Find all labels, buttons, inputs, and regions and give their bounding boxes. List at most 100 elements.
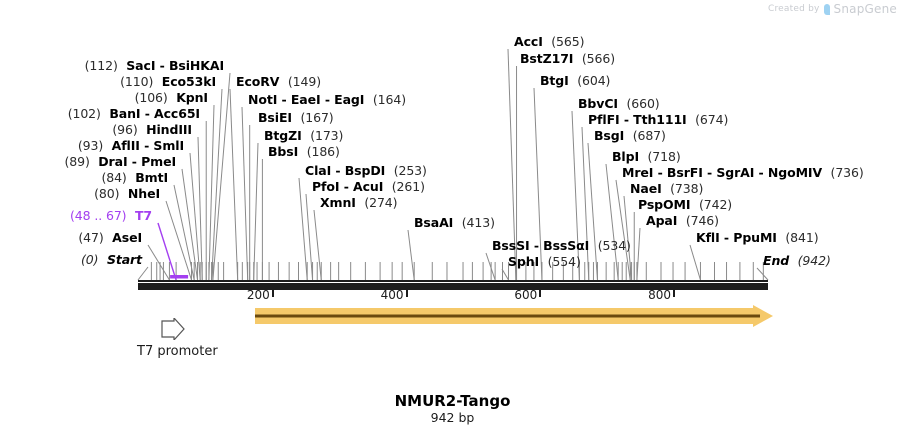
enzyme-position: (80) [94,186,120,201]
enzyme-position: (93) [77,138,104,153]
enzyme-label-blpi[interactable]: BlpI (718) [612,149,681,164]
enzyme-names: BsaAI [414,215,454,230]
enzyme-label-kfli-ppumi[interactable]: KflI - PpuMI (841) [696,230,819,245]
enzyme-label-kpni[interactable]: (106) KpnI [134,90,209,105]
enzyme-position: (738) [670,181,704,196]
enzyme-label-bsssi-bsssai[interactable]: BssSI - BssSαI (534) [492,238,631,253]
enzyme-names: NaeI [630,181,662,196]
ruler-label-800: 800 [648,288,672,302]
enzyme-label-noti-eaei-eagi[interactable]: NotI - EaeI - EagI (164) [248,92,406,107]
enzyme-position: (253) [393,163,427,178]
leader-line-aflii-smli [189,152,201,281]
enzyme-label-clai-bspdi[interactable]: ClaI - BspDI (253) [305,163,427,178]
enzyme-label-mrei-bsrfi-sgrai-ngomiv[interactable]: MreI - BsrFI - SgrAI - NgoMIV (736) [622,165,864,180]
enzyme-label-apai[interactable]: ApaI (746) [646,213,719,228]
plasmid-size: 942 bp [430,410,475,425]
enzyme-label-bani-acc65i[interactable]: (102) BanI - Acc65I [68,106,200,121]
enzyme-names: BbsI [268,144,299,159]
leader-line-naei [623,195,633,281]
enzyme-names: PfoI - AcuI [312,179,384,194]
enzyme-names: Eco53kI [161,74,216,89]
ruler-label-200: 200 [246,288,270,302]
enzyme-label-naei[interactable]: NaeI (738) [630,181,703,196]
enzyme-label-pfoi-acui[interactable]: PfoI - AcuI (261) [312,179,425,194]
enzyme-label-t7[interactable]: (48 .. 67) T7 [70,208,152,223]
enzyme-label-bsaai[interactable]: BsaAI (413) [414,215,495,230]
leader-line-pfoi-acui [305,193,314,281]
leader-line-clai-bspdi [298,177,308,281]
enzyme-label-btgzi[interactable]: BtgZI (173) [264,128,343,143]
enzyme-label-bbsi[interactable]: BbsI (186) [268,144,340,159]
enzyme-names: KflI - PpuMI [696,230,777,245]
leader-line-bbvci [571,110,580,281]
enzyme-label-asei[interactable]: (47) AseI [78,230,142,245]
orf-feature-arrow[interactable] [255,305,775,327]
enzyme-label-pflfi-tth111i[interactable]: PflFI - Tth111I (674) [588,112,728,127]
enzyme-position: (674) [695,112,729,127]
enzyme-position: (149) [287,74,321,89]
enzyme-position: (565) [551,34,585,49]
enzyme-position: (687) [632,128,666,143]
leader-line-btgi [533,87,543,281]
enzyme-label-end[interactable]: End (942) [763,253,831,268]
plasmid-name: NMUR2-Tango [394,392,511,410]
enzyme-names: AflII - SmlI [111,138,184,153]
enzyme-names: AseI [112,230,142,245]
snapgene-watermark: Created by SnapGene [768,2,897,16]
leader-line-sphi [501,268,509,281]
enzyme-position: (746) [685,213,719,228]
ruler-label-600: 600 [514,288,538,302]
enzyme-label-acci[interactable]: AccI (565) [514,34,584,49]
enzyme-label-aflii-smli[interactable]: (93) AflII - SmlI [78,138,184,153]
enzyme-position: (554) [547,254,581,269]
enzyme-position: (164) [372,92,406,107]
enzyme-position: (566) [581,51,615,66]
leader-line-blpi [605,163,619,281]
enzyme-label-saci-bsihkai[interactable]: (112) SacI - BsiHKAI [85,58,224,73]
enzyme-names: KpnI [176,90,208,105]
enzyme-position: (274) [364,195,398,210]
enzyme-position: (102) [67,106,101,121]
enzyme-label-start[interactable]: (0) Start [81,252,142,267]
enzyme-position: (413) [461,215,495,230]
enzyme-label-bsgi[interactable]: BsgI (687) [594,128,666,143]
leader-line-noti-eaei-eagi [241,106,249,281]
leader-line-end [756,267,769,281]
enzyme-label-ecorv[interactable]: EcoRV (149) [236,74,321,89]
enzyme-position: (106) [134,90,168,105]
leader-line-t7 [157,222,177,281]
enzyme-position: (84) [101,170,127,185]
leader-line-acci [507,48,517,281]
enzyme-label-drai-pmei[interactable]: (89) DraI - PmeI [64,154,176,169]
leader-line-eco53ki [211,88,223,281]
t7-promoter-feature-bar[interactable] [170,275,189,279]
t7-promoter-arrow-icon[interactable] [160,318,186,340]
enzyme-label-btgi[interactable]: BtgI (604) [540,73,610,88]
enzyme-label-pspomi[interactable]: PspOMI (742) [638,197,732,212]
enzyme-names: BlpI [612,149,640,164]
enzyme-position: (48 .. 67) [69,208,127,223]
enzyme-label-bmti[interactable]: (84) BmtI [101,170,168,185]
enzyme-label-bsiei[interactable]: BsiEI (167) [258,110,334,125]
enzyme-names: T7 [134,208,152,223]
watermark-brand: SnapGene [833,2,897,16]
leader-line-ecorv [229,88,239,281]
enzyme-names: ApaI [646,213,678,228]
enzyme-label-eco53ki[interactable]: (110) Eco53kI [120,74,216,89]
enzyme-names: XmnI [320,195,356,210]
enzyme-position: (173) [310,128,344,143]
enzyme-label-bbvci[interactable]: BbvCI (660) [578,96,660,111]
ruler-label-400: 400 [380,288,404,302]
enzyme-names: DraI - PmeI [98,154,176,169]
enzyme-label-sphi[interactable]: SphI (554) [508,254,581,269]
leader-line-mrei-bsrfi-sgrai-ngomiv [615,179,631,281]
enzyme-label-hindiii[interactable]: (96) HindIII [112,122,192,137]
enzyme-position: (534) [597,238,631,253]
enzyme-label-xmni[interactable]: XmnI (274) [320,195,398,210]
enzyme-label-nhei[interactable]: (80) NheI [94,186,160,201]
leader-line-start [137,266,149,281]
enzyme-label-bstz17i[interactable]: BstZ17I (566) [520,51,615,66]
enzyme-names: NheI [127,186,160,201]
leader-line-apai [636,227,641,281]
